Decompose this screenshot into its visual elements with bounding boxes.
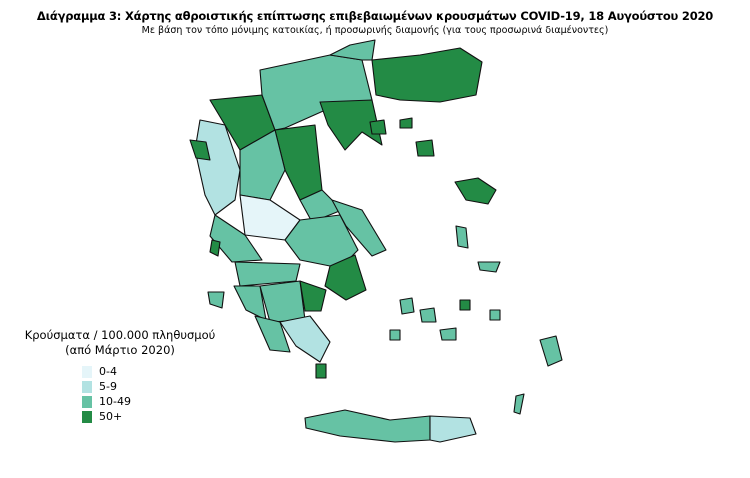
map-region xyxy=(315,363,327,379)
map-region xyxy=(489,309,501,321)
map-subtitle: Με βάση τον τόπο μόνιμης κατοικίας, ή πρ… xyxy=(141,25,609,36)
map-region xyxy=(455,225,469,249)
map-region xyxy=(439,327,457,341)
map-region xyxy=(239,129,286,201)
map-region xyxy=(513,393,525,415)
map-region xyxy=(539,335,563,367)
map-region xyxy=(399,297,415,315)
map-region xyxy=(207,291,225,309)
map-region xyxy=(299,280,327,312)
map-region xyxy=(189,139,211,161)
legend-label: 50+ xyxy=(99,410,123,423)
map-region xyxy=(324,254,367,301)
legend-item-10-49: 10-49 xyxy=(82,394,131,409)
map-region xyxy=(254,315,291,353)
legend-label: 5-9 xyxy=(99,380,117,393)
legend-swatch xyxy=(82,380,92,393)
map-region xyxy=(419,307,437,323)
map-region xyxy=(389,329,401,341)
legend-swatch xyxy=(82,365,92,378)
map-region xyxy=(304,409,431,443)
legend: Κρούσματα / 100.000 πληθυσμού (από Μάρτι… xyxy=(10,328,230,358)
map-region xyxy=(209,214,263,263)
map-region xyxy=(331,199,387,257)
map-region xyxy=(284,214,359,269)
map-region xyxy=(319,99,383,151)
legend-swatch xyxy=(82,395,92,408)
legend-item-0-4: 0-4 xyxy=(82,364,131,379)
map-region xyxy=(329,39,376,61)
map-region xyxy=(415,139,435,157)
legend-label: 0-4 xyxy=(99,365,117,378)
map-region xyxy=(429,415,477,443)
map-region xyxy=(259,280,306,323)
legend-title-line1: Κρούσματα / 100.000 πληθυσμού xyxy=(24,328,216,342)
map-region xyxy=(459,299,471,311)
map-region xyxy=(279,315,331,363)
legend-items: 0-4 5-9 10-49 50+ xyxy=(82,364,131,424)
map-region xyxy=(371,47,483,103)
legend-item-5-9: 5-9 xyxy=(82,379,131,394)
map-title: Διάγραμμα 3: Χάρτης αθροιστικής επίπτωση… xyxy=(36,9,714,23)
map-region xyxy=(369,119,387,135)
legend-swatch xyxy=(82,410,92,423)
legend-title-line2: (από Μάρτιο 2020) xyxy=(65,343,175,357)
legend-label: 10-49 xyxy=(99,395,131,408)
map-region xyxy=(399,117,413,129)
legend-item-50-plus: 50+ xyxy=(82,409,131,424)
map-region xyxy=(209,239,221,257)
map-region xyxy=(477,261,501,273)
map-region xyxy=(454,177,497,205)
